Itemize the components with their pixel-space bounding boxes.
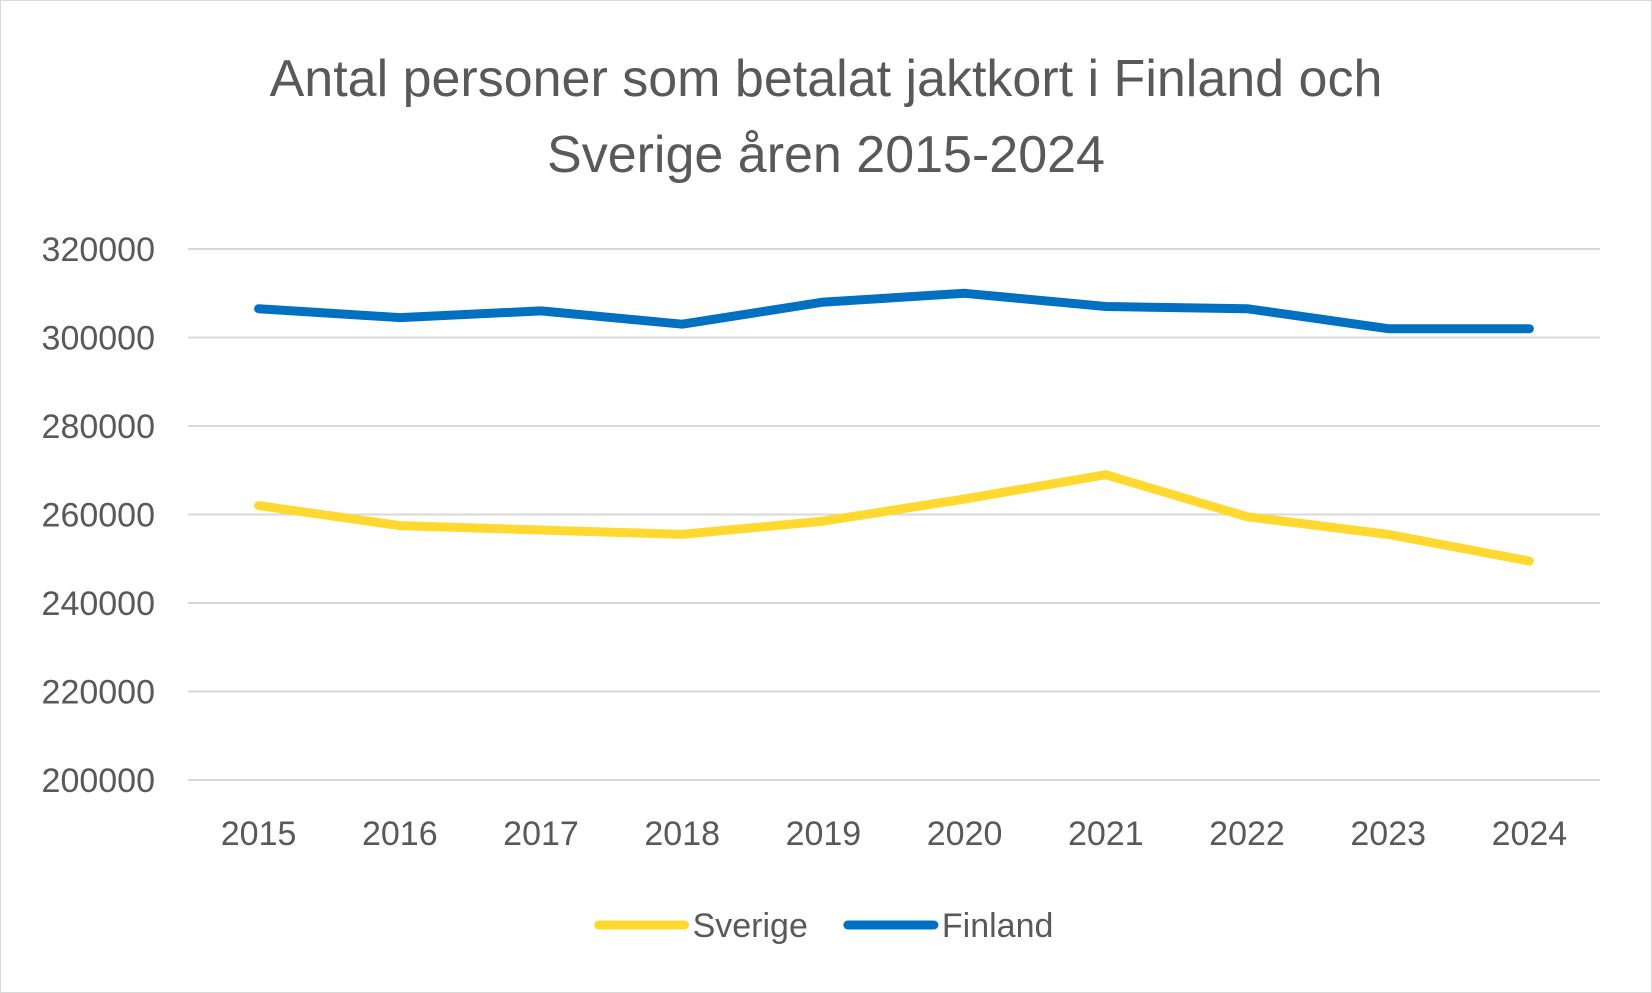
- series-line-sverige: [254, 470, 1534, 566]
- y-tick-label: 220000: [42, 674, 155, 712]
- x-tick-label: 2021: [1068, 815, 1144, 853]
- chart-title-line-2: Sverige åren 2015-2024: [547, 126, 1105, 184]
- chart-title: Antal personer som betalat jaktkort i Fi…: [270, 50, 1383, 184]
- x-tick-label: 2023: [1350, 815, 1426, 853]
- y-tick-label: 260000: [42, 497, 155, 535]
- x-tick-label: 2019: [786, 815, 862, 853]
- legend-item-finland: Finland: [843, 907, 1054, 945]
- series-line-finland: [254, 288, 1534, 334]
- y-tick-label: 320000: [42, 231, 155, 269]
- x-tick-label: 2016: [362, 815, 438, 853]
- y-tick-label: 300000: [42, 320, 155, 358]
- x-tick-label: 2017: [503, 815, 579, 853]
- legend-label-sverige: Sverige: [693, 907, 808, 945]
- x-tick-label: 2020: [927, 815, 1003, 853]
- x-tick-label: 2015: [221, 815, 297, 853]
- chart-title-line-1: Antal personer som betalat jaktkort i Fi…: [270, 50, 1383, 108]
- y-tick-label: 280000: [42, 408, 155, 446]
- y-tick-label: 200000: [42, 762, 155, 800]
- legend: Sverige Finland: [594, 907, 1054, 945]
- x-axis: 2015 2016 2017 2018 2019 2020 2021 2022 2023 2024: [221, 815, 1567, 853]
- x-tick-label: 2018: [644, 815, 720, 853]
- gridlines: [188, 248, 1600, 781]
- series-lines: [254, 288, 1534, 566]
- legend-label-finland: Finland: [942, 907, 1054, 945]
- x-tick-label: 2024: [1492, 815, 1568, 853]
- x-tick-label: 2022: [1209, 815, 1285, 853]
- y-tick-label: 240000: [42, 585, 155, 623]
- legend-item-sverige: Sverige: [594, 907, 808, 945]
- y-axis: 200000 220000 240000 260000 280000 300000 3200…: [42, 231, 155, 800]
